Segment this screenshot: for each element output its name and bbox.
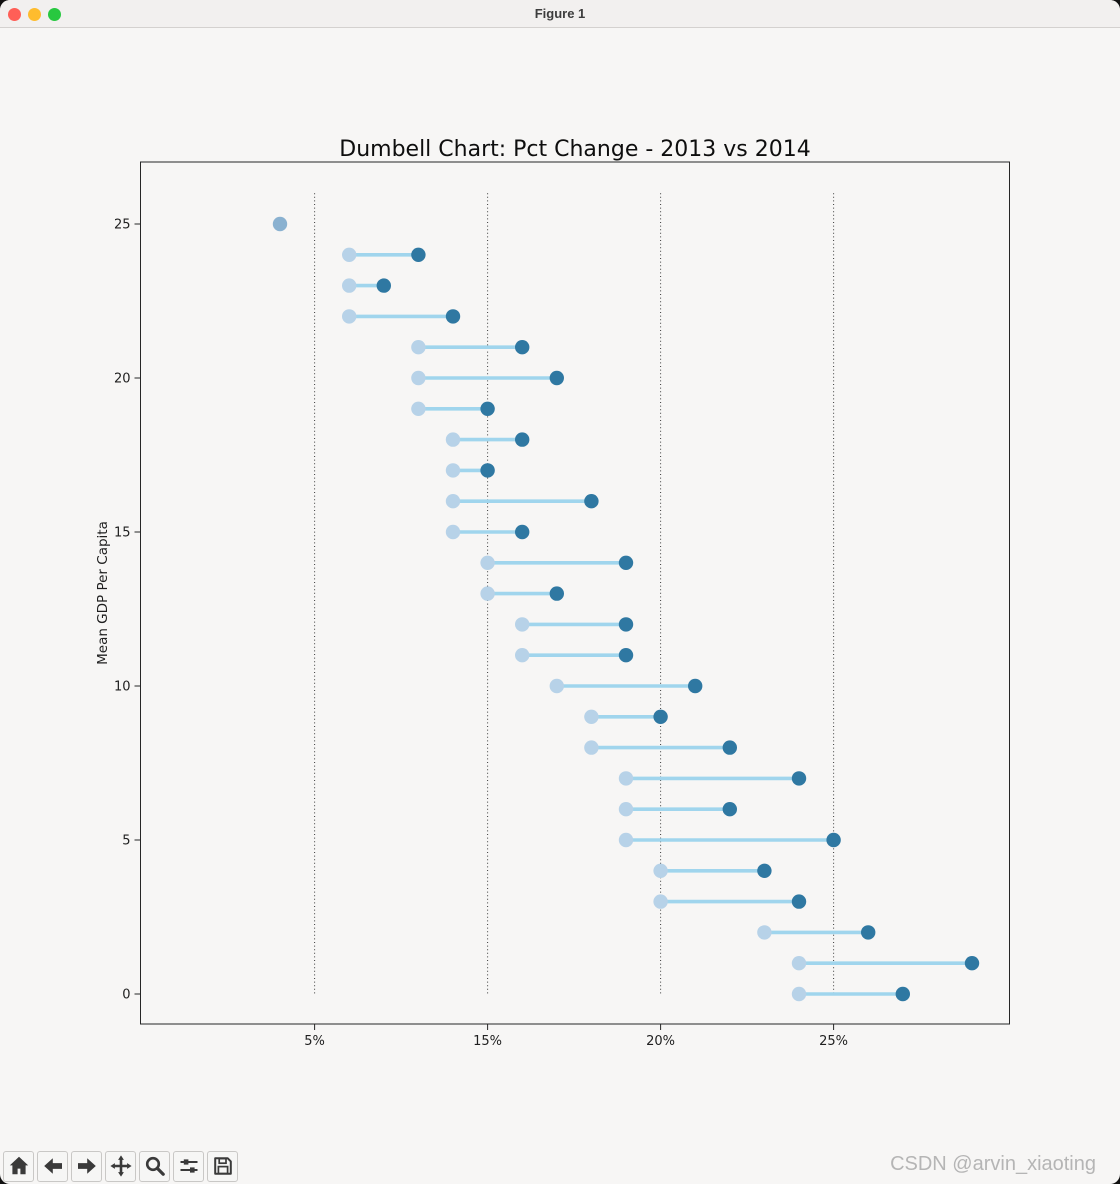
dot-2013 [342,247,357,262]
dot-2013 [445,463,461,478]
y-tick-label: 0 [122,988,130,1003]
dot-2013 [584,740,599,755]
dot-2013 [342,278,357,293]
chart-title: Dumbell Chart: Pct Change - 2013 vs 2014 [339,137,810,162]
dot-2014 [618,648,634,663]
dot-2013 [411,370,426,386]
dot-2013 [411,401,426,416]
save-button[interactable] [207,1150,238,1182]
dot-2013 [480,586,495,601]
dot-2013 [791,986,807,1002]
dot-2013 [653,894,668,909]
dot-2013 [342,309,357,324]
dot-2014 [653,709,668,724]
dot-2014 [618,617,634,632]
save-floppy-icon [213,1157,232,1175]
traffic-lights [8,0,61,28]
dot-2013 [653,863,668,878]
window-titlebar[interactable]: Figure 1 [0,0,1120,28]
dot-2014 [895,986,910,1002]
dot-2014 [515,432,530,447]
dot-2013 [445,524,461,540]
y-axis-label: Mean GDP Per Capita [95,521,111,665]
close-button[interactable] [8,7,21,21]
dot-2014 [826,832,841,848]
y-tick-label: 5 [122,834,130,849]
csdn-watermark: CSDN @arvin_xiaoting [890,1153,1096,1175]
dot-2014 [757,863,772,878]
x-tick-label: 5% [304,1034,325,1049]
dot-2014 [722,740,737,755]
dot-2014 [791,894,807,909]
dot-2014 [964,956,980,971]
home-button[interactable] [3,1150,34,1182]
x-tick-label: 20% [646,1034,675,1049]
dot-2013 [549,678,564,694]
dot-2013 [584,709,599,724]
dot-2013 [480,555,495,570]
forward-arrow-icon [77,1158,96,1174]
dot-2014 [861,925,876,940]
dot-2013 [515,617,530,632]
navigation-toolbar [0,1148,1120,1184]
forward-button[interactable] [71,1150,102,1182]
dot-2014 [722,802,737,817]
plot-frame [140,161,1010,1025]
dot-2014 [549,586,564,601]
dot-2014 [791,771,807,786]
sliders-icon [180,1159,197,1173]
window-title: Figure 1 [534,6,586,21]
dot-2014 [515,524,530,540]
dot-2013 [791,956,807,971]
dot-2013 [445,432,461,447]
dot-overlap [272,216,288,232]
dot-2013 [618,771,634,786]
matplotlib-canvas[interactable]: 5% 15% 20% 25% 0 5 10 15 20 25 Dumbell Chart: Pct … [0,28,1120,1148]
dot-2014 [445,309,461,324]
dot-2013 [618,802,634,817]
home-icon [9,1156,28,1175]
dot-2013 [515,648,530,663]
dot-2014 [688,678,703,694]
zoom-button[interactable] [139,1150,170,1182]
back-arrow-icon [43,1158,62,1174]
dot-2014 [376,278,391,293]
magnifier-icon [145,1156,165,1176]
configure-subplots-button[interactable] [173,1150,204,1182]
y-tick-label: 15 [114,526,131,541]
y-tick-label: 10 [114,680,131,695]
pan-button[interactable] [105,1150,136,1182]
dot-2014 [515,340,530,355]
dot-2013 [445,494,461,509]
dot-2013 [757,925,772,940]
dot-2014 [480,463,495,478]
dot-2014 [480,401,495,416]
dot-2014 [618,555,634,570]
dot-2014 [411,247,426,262]
pan-move-icon [109,1155,132,1177]
x-tick-label: 25% [819,1034,848,1049]
x-tick-label: 15% [473,1034,502,1049]
maximize-button[interactable] [48,7,61,21]
dumbbell-chart: 5% 15% 20% 25% 0 5 10 15 20 25 Dumbell Chart: Pct … [95,137,1010,1049]
dot-2013 [618,832,634,848]
back-button[interactable] [37,1150,68,1182]
minimize-button[interactable] [28,7,41,21]
y-tick-label: 25 [114,218,131,233]
dot-2014 [549,370,564,386]
dot-2013 [411,340,426,355]
dot-2014 [584,494,599,509]
y-tick-label: 20 [114,372,131,387]
